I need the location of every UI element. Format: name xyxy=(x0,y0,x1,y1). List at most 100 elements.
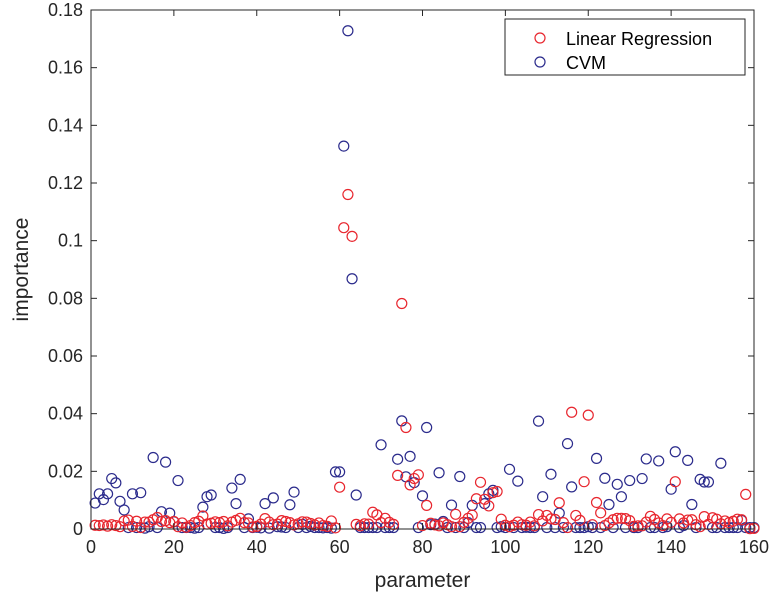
point-cvm xyxy=(176,521,188,534)
y-tick-label: 0.12 xyxy=(48,173,83,193)
point-cvm xyxy=(611,478,623,490)
x-tick-label: 140 xyxy=(656,537,686,557)
point-linear-regression xyxy=(628,520,640,533)
x-tick-label: 40 xyxy=(247,537,267,557)
point-linear-regression xyxy=(694,521,706,533)
point-linear-regression xyxy=(346,230,358,242)
point-linear-regression xyxy=(582,409,594,421)
point-cvm xyxy=(653,455,665,467)
point-linear-regression xyxy=(122,514,134,526)
point-cvm xyxy=(532,415,545,427)
point-cvm xyxy=(259,498,271,510)
legend-label-cvm: CVM xyxy=(566,53,606,73)
point-cvm xyxy=(346,273,358,285)
point-linear-regression xyxy=(731,513,744,525)
point-linear-regression xyxy=(155,515,168,528)
y-tick-label: 0 xyxy=(73,519,83,539)
y-axis-label: importance xyxy=(10,218,33,322)
point-cvm xyxy=(230,498,242,510)
point-linear-regression xyxy=(458,516,470,528)
point-cvm xyxy=(288,486,300,498)
point-cvm xyxy=(454,470,466,483)
point-linear-regression xyxy=(97,519,110,531)
point-cvm xyxy=(267,492,279,504)
x-tick-label: 120 xyxy=(573,537,603,557)
point-cvm xyxy=(97,493,110,506)
legend-marker-linear-regression xyxy=(534,32,546,44)
x-tick-label: 100 xyxy=(490,537,520,557)
point-linear-regression xyxy=(740,488,752,500)
legend-marker-cvm xyxy=(534,56,546,68)
point-cvm xyxy=(433,467,445,479)
point-cvm xyxy=(172,474,184,487)
point-cvm xyxy=(101,488,114,500)
point-linear-regression xyxy=(342,188,354,201)
point-cvm xyxy=(159,456,172,468)
series-cvm xyxy=(89,25,760,535)
y-tick-label: 0.04 xyxy=(48,404,83,424)
point-linear-regression xyxy=(139,516,151,528)
point-linear-regression xyxy=(474,476,487,488)
point-linear-regression xyxy=(574,514,586,526)
point-cvm xyxy=(329,466,342,478)
point-cvm xyxy=(512,475,524,487)
point-linear-regression xyxy=(118,515,130,527)
point-linear-regression xyxy=(611,512,623,524)
point-cvm xyxy=(110,477,122,489)
point-cvm xyxy=(636,472,648,485)
point-cvm xyxy=(702,476,715,488)
point-linear-regression xyxy=(209,516,221,528)
point-linear-regression xyxy=(106,519,118,531)
point-linear-regression xyxy=(317,519,329,532)
point-linear-regression xyxy=(396,297,408,310)
point-linear-regression xyxy=(454,521,466,533)
legend-label-linear-regression: Linear Regression xyxy=(566,29,712,49)
point-cvm xyxy=(624,474,636,487)
point-linear-regression xyxy=(553,497,565,509)
point-linear-regression xyxy=(114,521,126,533)
point-cvm xyxy=(586,521,598,534)
point-linear-regression xyxy=(466,509,478,521)
x-axis-label: parameter xyxy=(375,569,471,592)
point-cvm xyxy=(126,488,139,500)
point-cvm xyxy=(234,473,246,486)
point-linear-regression xyxy=(429,519,441,531)
point-cvm xyxy=(205,489,217,501)
point-cvm xyxy=(669,446,681,458)
point-linear-regression xyxy=(673,513,686,525)
point-linear-regression xyxy=(130,515,143,527)
point-linear-regression xyxy=(682,514,694,526)
point-linear-regression xyxy=(640,516,652,528)
point-linear-regression xyxy=(669,476,681,488)
point-linear-regression xyxy=(624,515,636,527)
point-cvm xyxy=(342,25,354,37)
point-linear-regression xyxy=(450,508,462,520)
point-cvm xyxy=(698,476,710,488)
point-cvm xyxy=(135,487,147,499)
point-cvm xyxy=(375,439,387,451)
point-cvm xyxy=(416,490,429,502)
point-linear-regression xyxy=(392,469,404,481)
point-cvm xyxy=(566,481,578,493)
point-cvm xyxy=(284,499,296,511)
point-linear-regression xyxy=(404,479,416,491)
point-linear-regression xyxy=(89,519,101,531)
point-cvm xyxy=(590,452,603,464)
point-linear-regression xyxy=(400,421,412,434)
point-linear-regression xyxy=(561,521,574,534)
point-cvm xyxy=(350,489,362,501)
point-linear-regression xyxy=(416,519,429,532)
point-linear-regression xyxy=(338,222,350,234)
point-cvm xyxy=(599,472,611,484)
point-linear-regression xyxy=(93,519,105,532)
x-tick-label: 60 xyxy=(330,537,350,557)
point-linear-regression xyxy=(172,521,184,533)
y-tick-label: 0.14 xyxy=(48,115,83,135)
point-linear-regression xyxy=(110,519,122,532)
y-tick-label: 0.16 xyxy=(48,58,83,78)
point-cvm xyxy=(557,521,569,534)
point-linear-regression xyxy=(578,476,590,488)
point-linear-regression xyxy=(176,517,188,529)
point-cvm xyxy=(715,457,727,469)
